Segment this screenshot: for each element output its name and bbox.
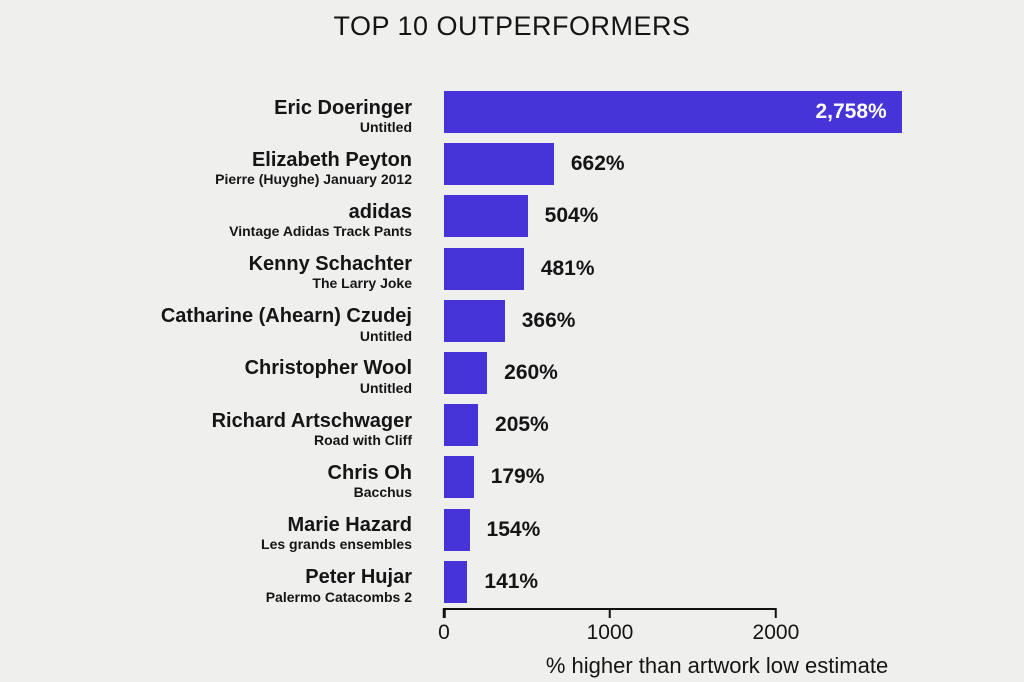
bar-cell: 154%: [444, 504, 990, 556]
value-label: 481%: [540, 256, 595, 280]
bar-row: Eric Doeringer Untitled 2,758%: [24, 86, 990, 138]
bar: [444, 195, 528, 238]
artwork-label: Bacchus: [353, 484, 412, 501]
value-label: 2,758%: [815, 100, 887, 124]
x-axis-tick-label: 1000: [586, 620, 634, 644]
bar-cell: 366%: [444, 295, 990, 347]
bar-row: Marie Hazard Les grands ensembles 154%: [24, 504, 990, 556]
chart-rows: Eric Doeringer Untitled 2,758% Elizabeth Pe…: [24, 86, 990, 608]
bar-row: Richard Artschwager Road with Cliff 205%: [24, 399, 990, 451]
value-label: 179%: [490, 465, 545, 489]
value-label: 205%: [495, 413, 549, 437]
value-label: 154%: [486, 517, 541, 541]
axis-spacer: [24, 608, 444, 682]
artwork-label: The Larry Joke: [312, 275, 412, 292]
artwork-label: Untitled: [359, 118, 412, 135]
category-label: Chris Oh Bacchus: [24, 462, 444, 501]
bar-cell: 141%: [444, 556, 990, 608]
category-label: Kenny Schachter The Larry Joke: [24, 253, 444, 292]
bar: [444, 456, 474, 499]
value-label: 141%: [484, 569, 539, 593]
bar-row: Elizabeth Peyton Pierre (Huyghe) January …: [24, 138, 990, 190]
bar: [444, 404, 479, 447]
bar-cell: 504%: [444, 190, 990, 242]
artist-label: Chris Oh: [327, 461, 412, 484]
bar-cell: 662%: [444, 138, 990, 190]
bar-cell: 481%: [444, 243, 990, 295]
bar-row: Catharine (Ahearn) Czudej Untitled 366%: [24, 295, 990, 347]
artist-label: Elizabeth Peyton: [251, 148, 412, 171]
category-label: adidas Vintage Adidas Track Pants: [24, 201, 444, 240]
value-label: 662%: [570, 152, 625, 176]
artist-label: Marie Hazard: [287, 514, 413, 536]
bar: [444, 91, 902, 134]
x-axis: 0 1000 2000 % higher than artwork low esti…: [24, 607, 990, 682]
category-label: Marie Hazard Les grands ensembles: [24, 514, 444, 553]
x-axis-tick: [442, 607, 446, 618]
x-axis-tick: [774, 607, 778, 618]
bar: [444, 143, 554, 186]
bar: [444, 352, 488, 395]
value-label: 260%: [504, 361, 558, 385]
artwork-label: Road with Cliff: [314, 432, 412, 449]
bar-cell: 179%: [444, 451, 990, 503]
chart-title: TOP 10 OUTPERFORMERS: [333, 11, 691, 41]
x-axis-tick: [608, 607, 612, 618]
bar: [444, 560, 468, 603]
value-label: 366%: [521, 308, 576, 332]
artwork-label: Untitled: [359, 379, 412, 396]
bar: [444, 508, 470, 551]
bar-row: Chris Oh Bacchus 179%: [24, 451, 990, 503]
artwork-label: Les grands ensembles: [261, 536, 412, 553]
artist-label: Christopher Wool: [244, 357, 412, 380]
bar: [444, 247, 524, 290]
artist-label: Kenny Schachter: [248, 253, 412, 276]
category-label: Elizabeth Peyton Pierre (Huyghe) January …: [24, 149, 444, 188]
artist-label: Richard Artschwager: [211, 409, 412, 432]
artwork-label: Pierre (Huyghe) January 2012: [215, 171, 412, 188]
artwork-label: Untitled: [359, 327, 412, 344]
category-label: Eric Doeringer Untitled: [24, 97, 444, 136]
bar-row: Kenny Schachter The Larry Joke 481%: [24, 243, 990, 295]
bar-row: Peter Hujar Palermo Catacombs 2 141%: [24, 556, 990, 608]
artwork-label: Palermo Catacombs 2: [265, 588, 412, 605]
value-label: 504%: [544, 204, 599, 228]
category-label: Richard Artschwager Road with Cliff: [24, 410, 444, 449]
bar: [444, 299, 505, 342]
artist-label: Eric Doeringer: [274, 96, 412, 119]
x-axis-tick-label: 0: [438, 620, 450, 644]
category-label: Catharine (Ahearn) Czudej Untitled: [24, 305, 444, 344]
bar-row: adidas Vintage Adidas Track Pants 504%: [24, 190, 990, 242]
bar-chart: Eric Doeringer Untitled 2,758% Elizabeth Pe…: [24, 86, 990, 682]
x-axis-area: 0 1000 2000 % higher than artwork low esti…: [438, 607, 990, 682]
artist-label: Catharine (Ahearn) Czudej: [160, 305, 412, 328]
artist-label: Peter Hujar: [305, 566, 412, 589]
category-label: Peter Hujar Palermo Catacombs 2: [24, 566, 444, 605]
x-axis-tick-label: 2000: [752, 620, 800, 644]
bar-cell: 205%: [444, 399, 990, 451]
artist-label: adidas: [348, 200, 412, 223]
bar-cell: 2,758%: [444, 86, 990, 138]
x-axis-label: % higher than artwork low estimate: [545, 652, 889, 678]
bar-row: Christopher Wool Untitled 260%: [24, 347, 990, 399]
artwork-label: Vintage Adidas Track Pants: [229, 223, 412, 240]
bar-cell: 260%: [444, 347, 990, 399]
category-label: Christopher Wool Untitled: [24, 357, 444, 396]
